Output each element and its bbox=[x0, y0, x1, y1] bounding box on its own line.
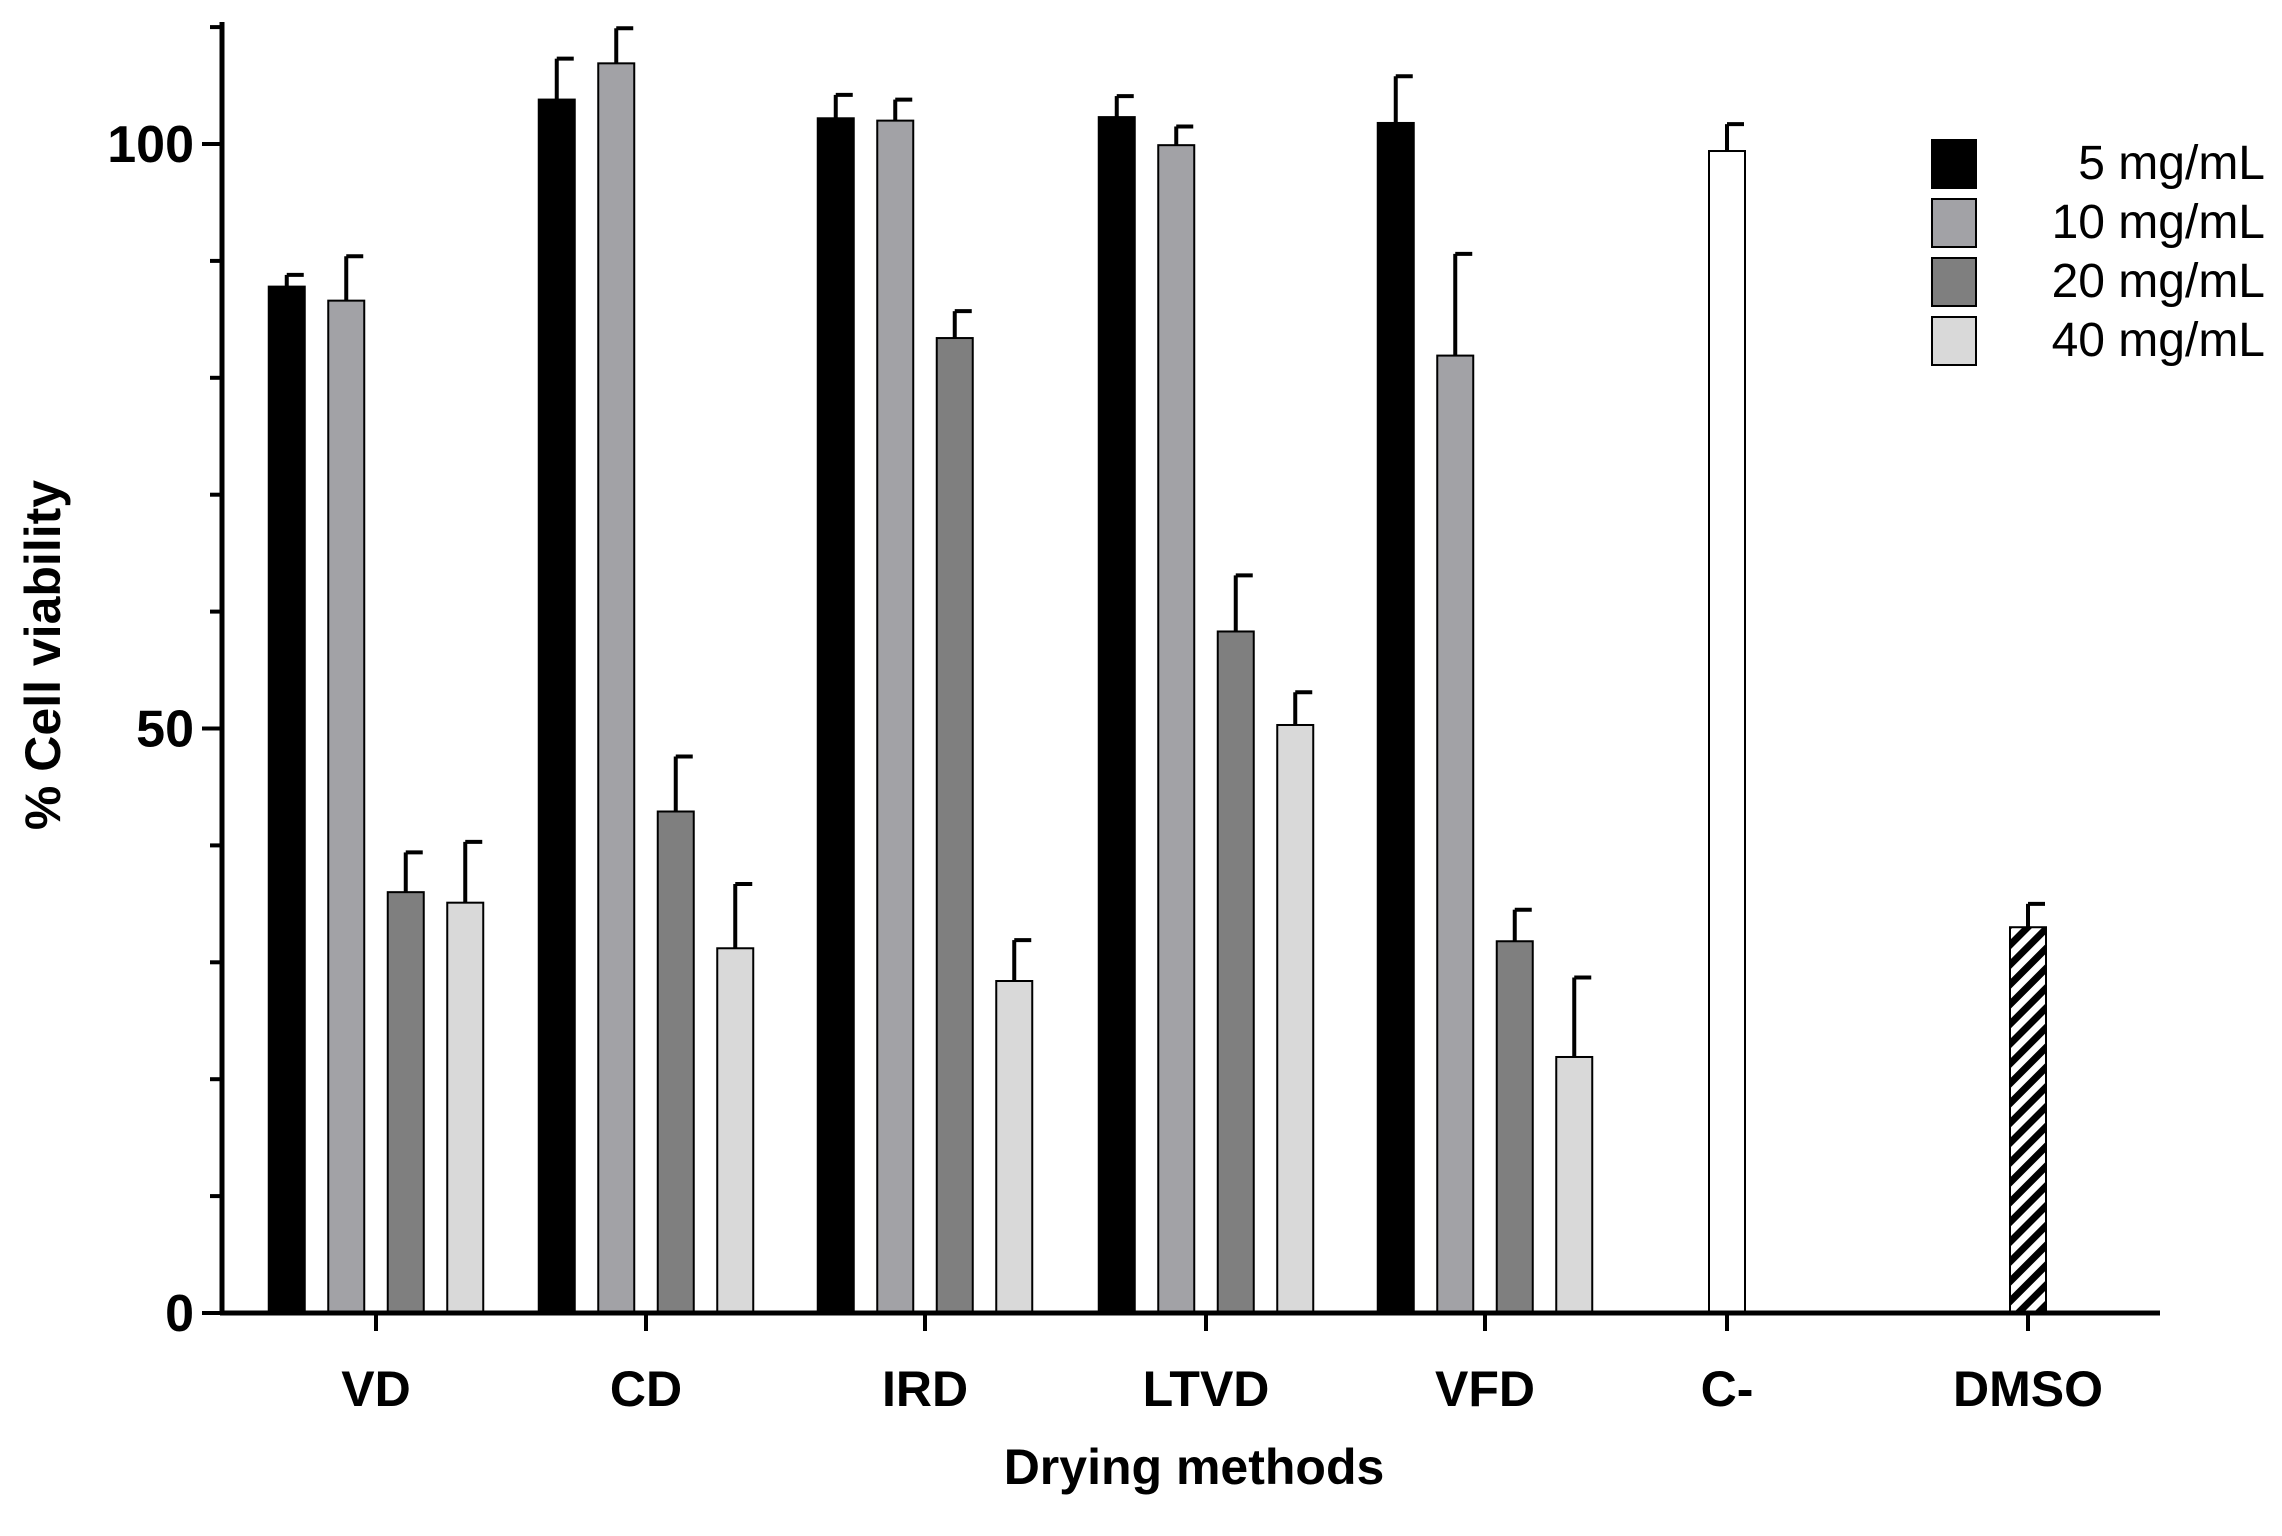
bar-cd-5mgml bbox=[537, 98, 576, 1314]
bar-ird-20mgml bbox=[935, 337, 974, 1314]
x-tick-label-dmso: DMSO bbox=[1953, 1361, 2103, 1417]
bar-vd-40mgml bbox=[446, 901, 485, 1315]
bar-vfd-10mgml bbox=[1436, 354, 1475, 1314]
legend-swatch-40mgml bbox=[1931, 316, 1977, 366]
bar-cd-20mgml bbox=[656, 810, 695, 1315]
bar-vfd-20mgml bbox=[1495, 940, 1534, 1314]
x-tick-label-ird: IRD bbox=[882, 1361, 968, 1417]
bar-ltvd-20mgml bbox=[1216, 630, 1255, 1314]
bar-vfd-40mgml bbox=[1555, 1055, 1594, 1314]
y-axis-title: % Cell viability bbox=[15, 480, 71, 830]
x-tick-label-vd: VD bbox=[341, 1361, 410, 1417]
x-tick-label-ltvd: LTVD bbox=[1143, 1361, 1270, 1417]
bar-cd-40mgml bbox=[716, 947, 755, 1314]
legend-label-40mgml: 40 mg/mL bbox=[2052, 314, 2265, 367]
bar-c-control bbox=[1708, 150, 1746, 1314]
bar-ltvd-10mgml bbox=[1157, 144, 1196, 1315]
legend-label-10mgml: 10 mg/mL bbox=[2052, 196, 2265, 249]
bar-dmso-control bbox=[2009, 926, 2047, 1314]
legend: 5 mg/mL 10 mg/mL 20 mg/mL 40 mg/mL bbox=[1931, 137, 2265, 367]
bar-ird-10mgml bbox=[876, 119, 915, 1315]
axes: 0 50 100 VD CD IRD LTVD VFD C- DMSO bbox=[107, 22, 2160, 1417]
bar-ltvd-5mgml bbox=[1097, 116, 1136, 1314]
legend-label-20mgml: 20 mg/mL bbox=[2052, 255, 2265, 308]
bar-ltvd-40mgml bbox=[1276, 723, 1315, 1314]
legend-swatch-5mgml bbox=[1931, 139, 1977, 189]
bar-ird-40mgml bbox=[995, 980, 1034, 1315]
x-axis-title: Drying methods bbox=[1004, 1439, 1385, 1495]
bar-vd-20mgml bbox=[386, 891, 425, 1314]
y-tick-label: 50 bbox=[136, 701, 194, 759]
bars-layer bbox=[267, 26, 2047, 1315]
legend-label-5mgml: 5 mg/mL bbox=[2078, 137, 2265, 190]
x-tick-label-c: C- bbox=[1701, 1361, 1754, 1417]
y-tick-label: 100 bbox=[107, 116, 194, 174]
legend-swatch-20mgml bbox=[1931, 257, 1977, 307]
bar-ird-5mgml bbox=[816, 117, 855, 1315]
legend-swatch-10mgml bbox=[1931, 198, 1977, 248]
bar-vfd-5mgml bbox=[1376, 121, 1415, 1314]
y-tick-label: 0 bbox=[165, 1285, 194, 1343]
bar-vd-5mgml bbox=[267, 285, 306, 1314]
x-tick-label-cd: CD bbox=[610, 1361, 682, 1417]
bar-vd-10mgml bbox=[327, 299, 366, 1314]
x-tick-label-vfd: VFD bbox=[1435, 1361, 1535, 1417]
bar-cd-10mgml bbox=[597, 62, 636, 1315]
